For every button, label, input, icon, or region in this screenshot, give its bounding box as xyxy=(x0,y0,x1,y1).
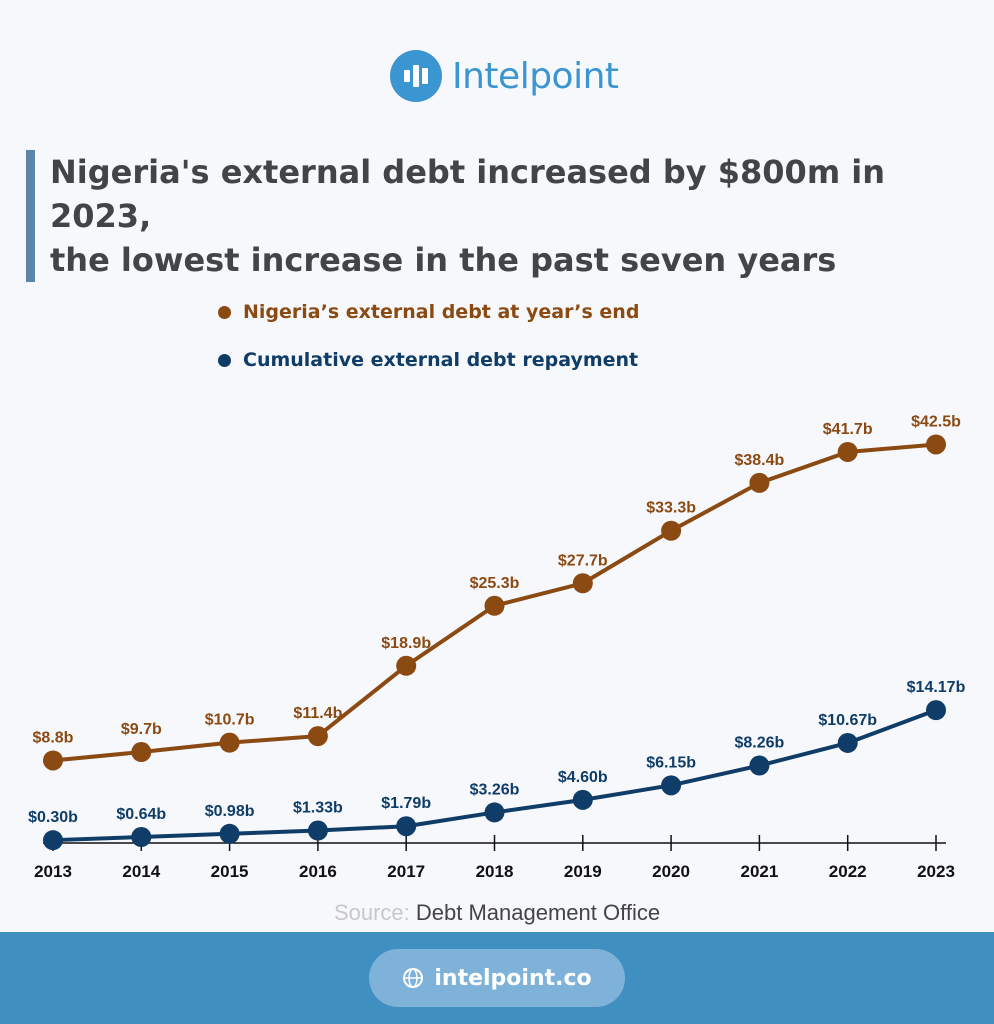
data-label: $6.15b xyxy=(646,754,696,771)
data-point xyxy=(661,520,682,541)
data-point xyxy=(661,775,682,796)
data-point xyxy=(307,726,328,747)
title-line-2: the lowest increase in the past seven ye… xyxy=(50,241,837,279)
x-tick-label: 2013 xyxy=(34,862,72,881)
data-label: $14.17b xyxy=(907,679,966,696)
website-url: intelpoint.co xyxy=(434,965,592,991)
x-tick-label: 2021 xyxy=(740,862,778,881)
data-label: $10.67b xyxy=(818,712,877,729)
x-tick-label: 2014 xyxy=(122,862,160,881)
data-label: $9.7b xyxy=(121,721,162,738)
data-label: $8.8b xyxy=(33,729,74,746)
data-label: $27.7b xyxy=(558,552,608,569)
logo-bars-icon xyxy=(390,50,442,102)
x-tick-label: 2022 xyxy=(829,862,867,881)
data-point xyxy=(749,755,770,776)
source-label: Source: xyxy=(333,900,410,925)
data-label: $1.79b xyxy=(381,795,431,812)
x-tick-label: 2018 xyxy=(476,862,514,881)
footer: intelpoint.co xyxy=(0,932,994,1024)
legend-label: Cumulative external debt repayment xyxy=(243,349,639,371)
website-link[interactable]: intelpoint.co xyxy=(369,949,625,1007)
data-label: $10.7b xyxy=(205,712,255,729)
data-label: $8.26b xyxy=(734,735,784,752)
data-point xyxy=(396,655,417,676)
source-note: Source: Debt Management Office xyxy=(0,900,994,926)
data-point xyxy=(837,732,858,753)
legend-item-debt: Nigeria’s external debt at year’s end xyxy=(218,288,639,336)
data-point xyxy=(572,573,593,594)
x-tick-label: 2023 xyxy=(917,862,955,881)
data-point xyxy=(926,434,946,455)
data-label: $1.33b xyxy=(293,800,343,817)
data-point xyxy=(484,595,505,616)
legend-label: Nigeria’s external debt at year’s end xyxy=(243,301,640,323)
data-label: $0.64b xyxy=(116,806,166,823)
data-point xyxy=(131,742,152,763)
legend-item-repayment: Cumulative external debt repayment xyxy=(218,336,639,384)
data-label: $4.60b xyxy=(558,769,608,786)
data-label: $18.9b xyxy=(381,635,431,652)
page-title: Nigeria's external debt increased by $80… xyxy=(26,150,990,282)
data-label: $38.4b xyxy=(734,452,784,469)
data-label: $11.4b xyxy=(293,705,342,722)
x-tick-label: 2016 xyxy=(299,862,337,881)
data-label: $0.30b xyxy=(28,809,78,826)
data-point xyxy=(926,700,946,721)
x-tick-label: 2017 xyxy=(387,862,425,881)
data-point xyxy=(572,789,593,810)
data-point xyxy=(43,750,63,771)
data-label: $41.7b xyxy=(823,421,873,438)
x-tick-label: 2019 xyxy=(564,862,602,881)
data-point xyxy=(484,802,505,823)
brand-name: Intelpoint xyxy=(452,55,619,97)
data-point xyxy=(749,472,770,493)
data-label: $25.3b xyxy=(470,575,520,592)
globe-icon xyxy=(403,968,424,988)
data-point xyxy=(396,816,417,837)
source-value: Debt Management Office xyxy=(415,900,661,925)
legend: Nigeria’s external debt at year’s end Cu… xyxy=(218,288,639,384)
data-point xyxy=(131,826,152,847)
x-tick-label: 2015 xyxy=(211,862,249,881)
data-point xyxy=(43,830,63,851)
title-line-1: Nigeria's external debt increased by $80… xyxy=(50,153,886,235)
line-chart: 2013 2014 2015 2016 2017 2018 2019 2020 2021 2022… xyxy=(28,413,966,881)
data-label: $42.5b xyxy=(911,413,961,430)
data-label: $0.98b xyxy=(205,803,255,820)
data-label: $3.26b xyxy=(470,781,520,798)
data-point xyxy=(219,823,240,844)
brand-logo: Intelpoint xyxy=(390,50,619,102)
legend-dot-icon xyxy=(218,305,231,319)
data-point xyxy=(219,732,240,753)
data-point xyxy=(307,820,328,841)
legend-dot-icon xyxy=(218,353,231,367)
data-point xyxy=(837,441,858,462)
x-tick-label: 2020 xyxy=(652,862,690,881)
data-label: $33.3b xyxy=(646,500,696,517)
